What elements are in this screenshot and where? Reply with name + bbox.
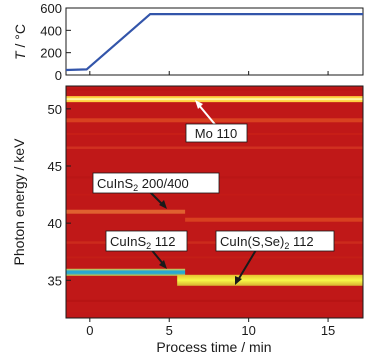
time-x-tick-label: 0 [86, 323, 93, 338]
diffraction-line-6 [66, 268, 186, 276]
diffraction-lines [66, 96, 363, 286]
diffraction-line-3 [66, 209, 186, 214]
energy-y-tick-label: 40 [48, 216, 62, 231]
temperature-y-tick-label: 400 [40, 23, 62, 38]
annotation-mo-110: Mo 110 [185, 100, 248, 143]
temperature-panel: 0 200 400 600 T / °C [12, 1, 364, 83]
temperature-y-tick-label: 600 [40, 1, 62, 16]
annotation-cuins2-200-400: CuInS2 200/400 [92, 172, 220, 209]
diffraction-line-core [66, 98, 363, 101]
annotation-cuinsse2-112: CuIn(S,Se)2 112 [215, 230, 335, 285]
heatmap-frame [65, 85, 364, 319]
diffraction-line-7 [177, 274, 363, 286]
diffraction-line-1 [66, 118, 363, 123]
diffraction-line-4 [185, 217, 363, 222]
svg-text:CuIn(S,Se)2 112: CuIn(S,Se)2 112 [220, 234, 314, 251]
time-x-tick-label: 10 [241, 323, 255, 338]
annotations: Mo 110 CuInS2 200/400 CuInS2 112 CuIn(S,… [92, 100, 335, 285]
energy-y-tick-label: 45 [48, 159, 62, 174]
annotation-cuins2-112: CuInS2 112 [105, 230, 188, 269]
heatmap-texture-stripe [66, 310, 363, 313]
temperature-y-tick-label: 200 [40, 46, 62, 61]
heatmap-texture-stripe [66, 88, 363, 91]
temperature-curve [65, 13, 363, 72]
diffraction-line-5 [66, 241, 363, 244]
energy-y-axis-label: Photon energy / keV [11, 138, 27, 266]
temperature-y-axis-label: T / °C [12, 24, 28, 60]
svg-text:CuInS2 112: CuInS2 112 [110, 234, 176, 251]
energy-y-tick-label: 35 [48, 273, 62, 288]
heatmap-texture-stripe [66, 193, 363, 196]
time-x-axis-label: Process time / min [156, 339, 271, 355]
time-x-tick-label: 15 [321, 323, 335, 338]
svg-text:CuInS2 200/400: CuInS2 200/400 [97, 176, 189, 193]
heatmap-texture-stripe [66, 299, 363, 302]
diffraction-line-2 [66, 146, 363, 149]
temperature-y-ticks: 0 200 400 600 [40, 1, 71, 83]
time-x-ticks: 0 5 10 15 [86, 71, 335, 338]
svg-text:Mo 110: Mo 110 [195, 126, 237, 141]
temperature-plot-area [65, 7, 364, 76]
energy-y-ticks: 35 40 45 50 [48, 102, 71, 288]
heatmap-panel: 35 40 45 50 0 5 10 15 Photon energy / keV Proc… [11, 71, 364, 355]
heatmap-texture-stripe [66, 256, 363, 259]
time-x-tick-label: 5 [166, 323, 173, 338]
temperature-y-tick-label: 0 [55, 68, 62, 83]
energy-y-tick-label: 50 [48, 102, 62, 117]
